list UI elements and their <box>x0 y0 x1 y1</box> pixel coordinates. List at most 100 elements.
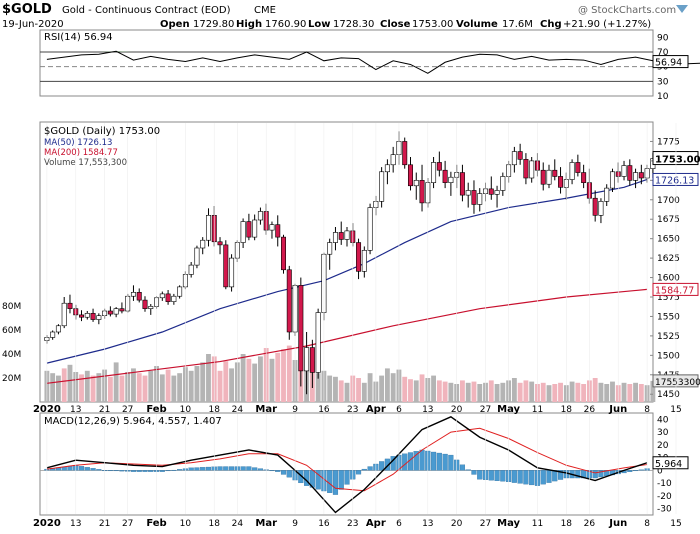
candle-body <box>558 176 564 188</box>
price-tick-label: 1650 <box>657 235 680 245</box>
date-label: 19-Jun-2020 <box>2 19 64 30</box>
macd-histogram-bar <box>448 454 454 471</box>
volume-bar <box>540 382 546 402</box>
volume-bar <box>638 384 644 402</box>
low-value: 1728.30 <box>333 19 374 30</box>
candle-body <box>390 154 396 166</box>
contract-name: Gold - Continuous Contract (EOD) <box>62 5 231 16</box>
macd-histogram-bar <box>367 466 373 471</box>
volume-bar <box>275 352 281 402</box>
price-panel-frame <box>39 121 654 403</box>
axes: 2020 13 21 27 Feb 10 18 24 Mar 9 16 23 Apr 6 13 20 27 May… <box>33 123 682 529</box>
macd-histogram-bar <box>327 470 333 493</box>
price-tick-label: 1600 <box>657 274 680 284</box>
price-tick-label: 1450 <box>657 390 680 400</box>
macd-x-tick-label: 13 <box>422 519 433 529</box>
ma50-last-label: 1726.13 <box>655 175 694 186</box>
macd-histogram-bar <box>459 464 466 471</box>
candle-body <box>327 242 333 255</box>
macd-x-tick-label: Mar <box>255 518 277 529</box>
chevron-down-icon[interactable] <box>676 5 688 13</box>
candle-body <box>257 211 263 221</box>
candle-body <box>633 172 639 181</box>
macd-histogram-bar <box>419 449 425 471</box>
volume-bar <box>598 382 604 402</box>
last-price-label: 1753.00 <box>655 155 700 166</box>
macd-histogram-bar <box>107 470 113 472</box>
macd-histogram-bar <box>552 470 558 482</box>
macd-histogram-bar <box>142 470 148 472</box>
volume-bar <box>471 381 477 402</box>
candle-body <box>523 159 529 179</box>
candle-body <box>384 164 390 173</box>
candle-body <box>113 308 119 315</box>
macd-histogram-bar <box>246 466 252 471</box>
volume-bar <box>246 358 252 402</box>
volume-bar <box>569 381 575 402</box>
macd-histogram-bar <box>223 466 229 471</box>
macd-histogram-bar <box>286 470 292 478</box>
volume-label: Volume <box>456 19 498 30</box>
volume-bar <box>408 379 413 402</box>
price-x-tick-label: 24 <box>232 405 244 415</box>
rsi-overbought-fill <box>116 51 134 52</box>
macd-histogram-bar <box>413 451 419 471</box>
macd-histogram-bar <box>477 470 483 480</box>
volume-bar <box>390 373 396 402</box>
macd-x-tick-label: 16 <box>318 519 330 529</box>
candle-body <box>356 242 362 272</box>
volume-bar <box>206 354 211 402</box>
macd-x-tick-label: 27 <box>122 519 133 529</box>
macd-x-tick-label: 21 <box>99 519 110 529</box>
volume-bar <box>217 370 223 402</box>
candle-body <box>205 215 211 241</box>
macd-histogram-bar <box>379 461 385 471</box>
macd-histogram-bar <box>165 470 171 472</box>
macd-histogram-bar <box>96 469 102 471</box>
candle-body <box>609 171 615 189</box>
candle-body <box>240 221 246 243</box>
candle-body <box>592 197 598 216</box>
volume-bar <box>119 375 125 402</box>
rsi-panel: 907050301056.94 <box>40 33 700 102</box>
price-x-tick-label: 27 <box>480 405 491 415</box>
candle-body <box>638 172 644 179</box>
volume-bar <box>511 378 517 402</box>
volume-bar <box>56 375 61 402</box>
macd-panel: 403020100-10-20-305.964 <box>40 415 689 515</box>
ma50-last-box <box>652 172 699 186</box>
volume-bar <box>286 345 292 402</box>
macd-histogram-bar <box>194 467 200 471</box>
volume-bar <box>488 380 494 402</box>
price-x-tick-label: 10 <box>180 405 192 415</box>
volume-bar <box>477 384 483 402</box>
price-tick-label: 1525 <box>657 332 680 342</box>
volume-bar <box>465 382 471 402</box>
candle-body <box>442 169 448 183</box>
candle-body <box>552 169 558 177</box>
ma200-last-label: 1584.77 <box>655 285 694 296</box>
macd-histogram-bar <box>471 470 477 475</box>
candle-body <box>431 162 437 183</box>
macd-histogram-bar <box>252 467 258 471</box>
volume-bar <box>431 375 436 402</box>
volume-tick-label: 20M <box>2 374 21 384</box>
candle-body <box>315 312 321 373</box>
macd-histogram-bar <box>384 458 390 471</box>
candle-body <box>517 151 523 160</box>
macd-x-tick-label: Jun <box>608 518 627 529</box>
rsi-panel-frame <box>39 29 654 97</box>
volume-bar <box>281 349 286 402</box>
candle-body <box>148 306 154 309</box>
macd-tick-label: 0 <box>657 466 663 476</box>
volume-bar <box>177 373 183 402</box>
candle-body <box>96 315 102 320</box>
candle-body <box>540 169 546 185</box>
candle-body <box>246 221 252 238</box>
macd-histogram-bar <box>171 469 177 471</box>
macd-tick-label: 20 <box>657 441 669 451</box>
macd-histogram-bar <box>627 470 633 472</box>
macd-tick-label: -20 <box>657 492 672 502</box>
macd-histogram-bar <box>200 467 206 471</box>
